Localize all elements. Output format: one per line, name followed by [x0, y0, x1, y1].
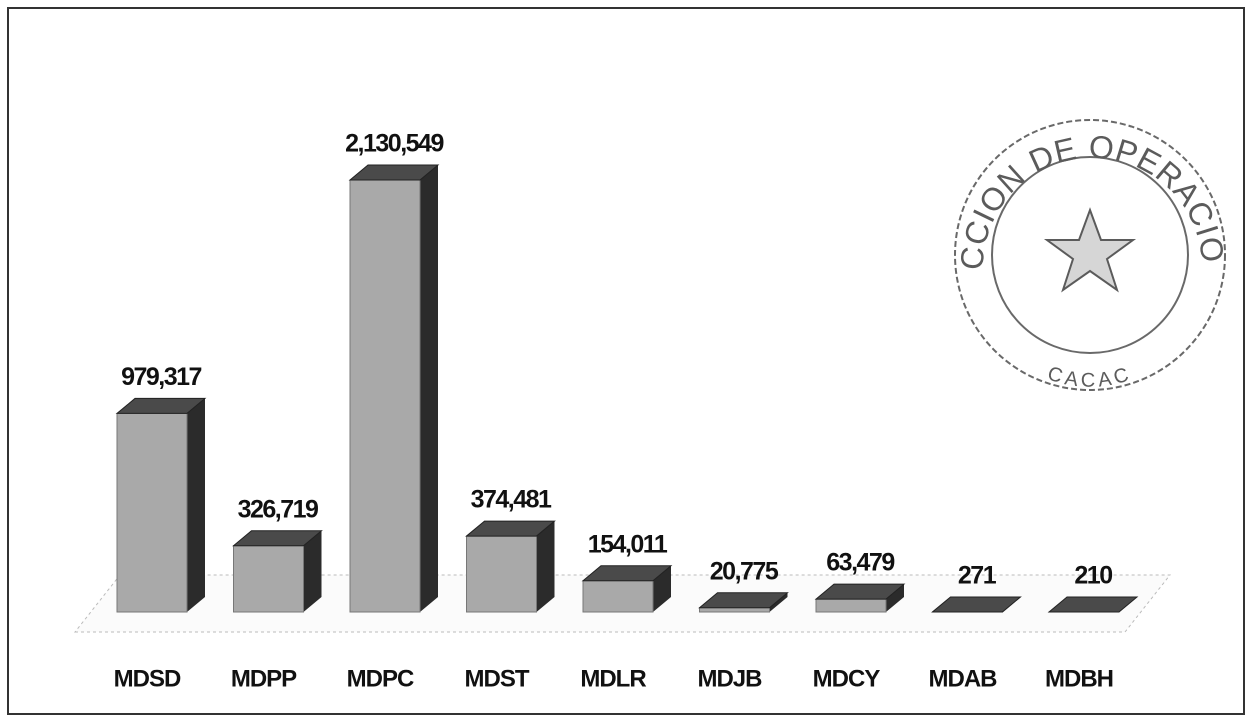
data-label: 2,130,549: [345, 130, 443, 158]
bar-top: [931, 596, 1022, 613]
bar-side: [769, 592, 788, 612]
stamp-ring: [991, 156, 1189, 354]
bar-top: [1047, 596, 1139, 613]
stamp-star: [1043, 207, 1137, 293]
data-label: 271: [958, 562, 997, 590]
bar-side: [303, 530, 322, 612]
bar-side: [187, 398, 205, 612]
bar: [466, 535, 537, 613]
x-tick-label: MDPP: [231, 665, 297, 692]
data-label: 979,317: [121, 363, 201, 391]
bar-side: [886, 584, 904, 612]
bar-top: [814, 583, 906, 600]
x-tick-label: MDLR: [580, 665, 646, 692]
data-label: 374,481: [471, 486, 552, 514]
x-tick-label: MDAB: [929, 665, 998, 692]
x-tick-label: MDSD: [114, 665, 181, 692]
stamp-ring: [954, 119, 1226, 391]
x-tick-label: MDCY: [813, 665, 881, 692]
bar-top: [465, 520, 556, 537]
bar-side: [420, 165, 438, 612]
bar-top: [698, 592, 789, 609]
bar: [116, 412, 188, 613]
bar: [582, 580, 654, 613]
bar: [349, 179, 421, 613]
x-tick-label: MDJB: [697, 665, 762, 692]
data-label: 326,719: [238, 495, 318, 523]
bar: [815, 598, 887, 613]
x-tick-label: MDST: [465, 665, 530, 692]
x-tick-label: MDPC: [347, 665, 414, 692]
data-label: 154,011: [588, 530, 668, 558]
data-label: 210: [1074, 562, 1112, 590]
bar-top: [232, 530, 323, 547]
bar: [233, 545, 304, 613]
data-label: 20,775: [710, 557, 779, 585]
bar-side: [536, 521, 555, 612]
bar: [699, 607, 770, 613]
bar-top: [581, 565, 673, 582]
bar-top: [115, 397, 207, 414]
x-tick-label: MDBH: [1045, 665, 1113, 692]
data-label: 63,479: [826, 549, 894, 577]
bar-top: [348, 164, 440, 181]
